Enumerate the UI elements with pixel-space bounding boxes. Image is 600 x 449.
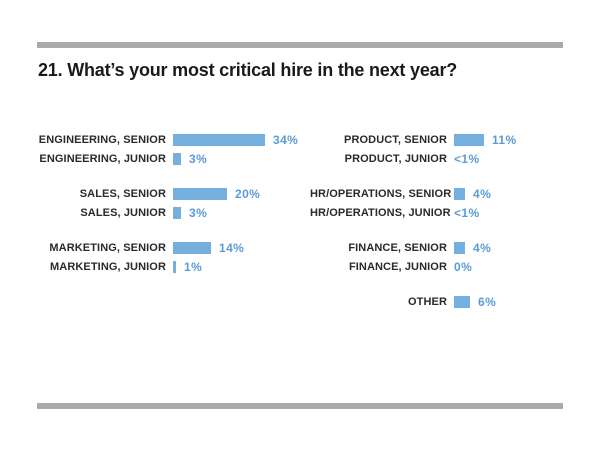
value-bar	[173, 260, 176, 273]
chart-row: PRODUCT, SENIOR 11%	[310, 130, 517, 149]
chart-row: PRODUCT, JUNIOR <1%	[310, 149, 517, 168]
bar-group: PRODUCT, SENIOR 11% PRODUCT, JUNIOR <1%	[310, 130, 517, 168]
bar-group: MARKETING, SENIOR 14% MARKETING, JUNIOR 1%	[38, 238, 298, 276]
value-label: 11%	[492, 132, 517, 147]
category-label: ENGINEERING, SENIOR	[38, 133, 166, 146]
value-bar	[454, 295, 470, 308]
category-label: MARKETING, SENIOR	[49, 241, 166, 254]
value-label: <1%	[454, 151, 480, 166]
bar-group: ENGINEERING, SENIOR 34% ENGINEERING, JUNIO…	[38, 130, 298, 168]
value-label: 4%	[473, 240, 492, 255]
bar-group: OTHER 6%	[310, 292, 517, 311]
bar-group: SALES, SENIOR 20% SALES, JUNIOR 3%	[38, 184, 298, 222]
value-label: 0%	[454, 259, 473, 274]
category-label: FINANCE, JUNIOR	[348, 260, 447, 273]
chart-row: HR/OPERATIONS, SENIOR 4%	[310, 184, 517, 203]
value-bar	[454, 241, 465, 254]
top-divider-rule	[37, 42, 563, 48]
value-label: 6%	[478, 294, 497, 309]
value-bar	[173, 241, 211, 254]
category-label: MARKETING, JUNIOR	[50, 260, 166, 273]
value-bar	[173, 133, 265, 146]
bar-group: HR/OPERATIONS, SENIOR 4% HR/OPERATIONS, JU…	[310, 184, 517, 222]
value-bar	[173, 187, 227, 200]
chart-row: HR/OPERATIONS, JUNIOR <1%	[310, 203, 517, 222]
category-label: SALES, SENIOR	[79, 187, 166, 200]
chart-row: FINANCE, SENIOR 4%	[310, 238, 517, 257]
chart-row: SALES, SENIOR 20%	[38, 184, 298, 203]
chart-row: FINANCE, JUNIOR 0%	[310, 257, 517, 276]
value-label: 4%	[473, 186, 492, 201]
category-label: HR/OPERATIONS, SENIOR	[310, 187, 452, 200]
chart-row: MARKETING, SENIOR 14%	[38, 238, 298, 257]
chart-column-right: PRODUCT, SENIOR 11% PRODUCT, JUNIOR <1% HR/O…	[310, 130, 517, 327]
category-label: PRODUCT, SENIOR	[344, 133, 447, 146]
category-label: OTHER	[408, 295, 447, 308]
chart-row: ENGINEERING, JUNIOR 3%	[38, 149, 298, 168]
value-label: 20%	[235, 186, 261, 201]
category-label: FINANCE, SENIOR	[348, 241, 447, 254]
bottom-divider-rule	[37, 403, 563, 409]
value-label: 34%	[273, 132, 299, 147]
chart-row: SALES, JUNIOR 3%	[38, 203, 298, 222]
bar-group: FINANCE, SENIOR 4% FINANCE, JUNIOR 0%	[310, 238, 517, 276]
category-label: PRODUCT, JUNIOR	[344, 152, 447, 165]
value-label: 3%	[189, 205, 208, 220]
chart-column-left: ENGINEERING, SENIOR 34% ENGINEERING, JUNIO…	[38, 130, 298, 292]
value-bar	[173, 152, 181, 165]
value-bar	[454, 133, 484, 146]
value-bar	[173, 206, 181, 219]
value-label: 3%	[189, 151, 208, 166]
chart-row: ENGINEERING, SENIOR 34%	[38, 130, 298, 149]
category-label: ENGINEERING, JUNIOR	[39, 152, 166, 165]
value-label: 1%	[184, 259, 203, 274]
category-label: SALES, JUNIOR	[80, 206, 166, 219]
chart-row: OTHER 6%	[310, 292, 517, 311]
page-title: 21. What’s your most critical hire in th…	[38, 60, 458, 80]
value-label: 14%	[219, 240, 245, 255]
category-label: HR/OPERATIONS, JUNIOR	[310, 206, 451, 219]
value-bar	[454, 187, 465, 200]
chart-row: MARKETING, JUNIOR 1%	[38, 257, 298, 276]
value-label: <1%	[454, 205, 480, 220]
